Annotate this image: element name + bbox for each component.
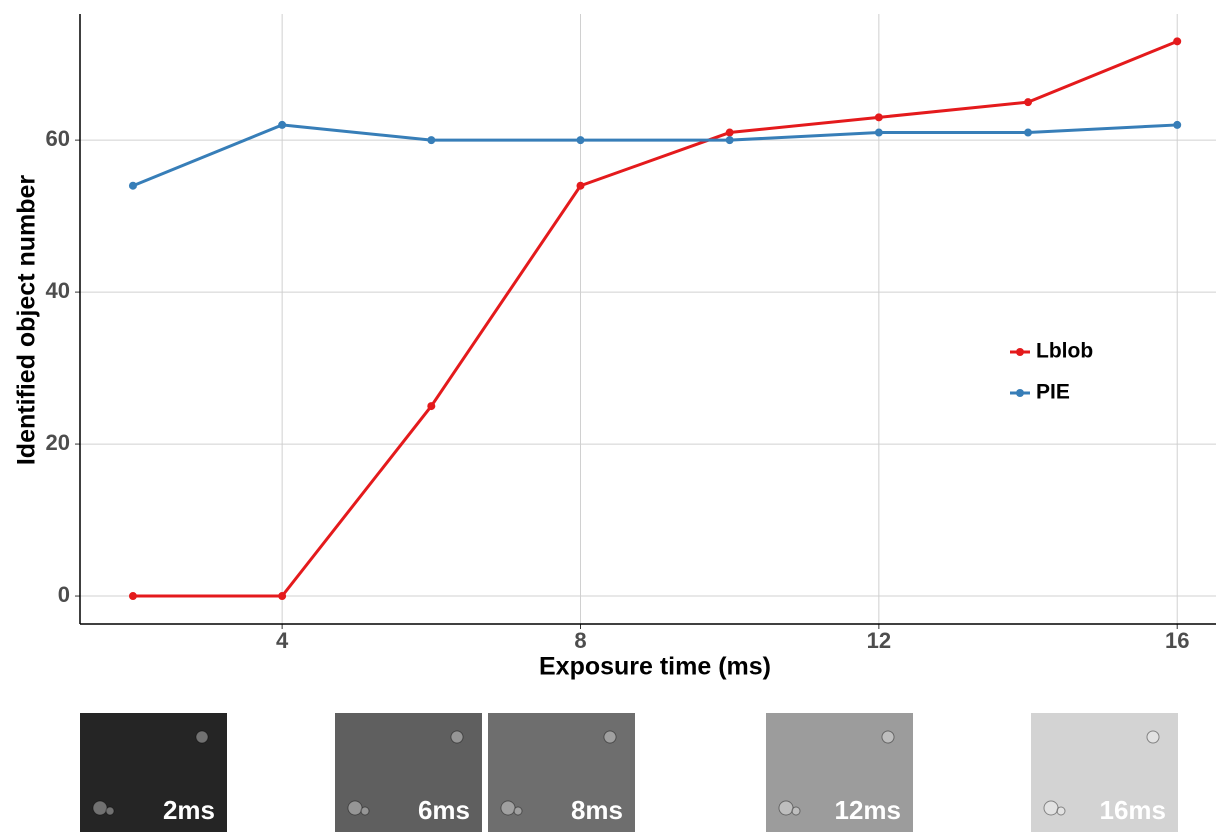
- legend-label: PIE: [1036, 381, 1070, 404]
- data-point: [1173, 121, 1181, 129]
- x-tick-label: 8: [574, 628, 586, 653]
- thumbnail: 12ms: [766, 713, 913, 832]
- thumbnail: 8ms: [488, 713, 635, 832]
- x-axis-title: Exposure time (ms): [539, 653, 771, 681]
- particle: [361, 807, 369, 815]
- particle: [792, 807, 800, 815]
- data-point: [875, 129, 883, 137]
- data-point: [576, 182, 584, 190]
- data-point: [129, 592, 137, 600]
- data-point: [875, 113, 883, 121]
- particle: [779, 801, 793, 815]
- x-tick-label: 16: [1165, 628, 1189, 653]
- particle: [1044, 801, 1058, 815]
- particle: [93, 801, 107, 815]
- data-point: [1173, 37, 1181, 45]
- thumbnail-label: 12ms: [835, 795, 902, 825]
- thumbnail-label: 2ms: [163, 795, 215, 825]
- particle: [501, 801, 515, 815]
- y-axis-title: Identified object number: [13, 175, 41, 466]
- particle: [1147, 731, 1159, 743]
- y-tick-label: 20: [46, 430, 70, 455]
- thumbnail: 6ms: [335, 713, 482, 832]
- legend-label: Lblob: [1036, 340, 1093, 363]
- y-tick-label: 0: [58, 582, 70, 607]
- data-point: [726, 136, 734, 144]
- data-point: [129, 182, 137, 190]
- legend-swatch-dot: [1016, 389, 1024, 397]
- thumbnail: 16ms: [1031, 713, 1178, 832]
- data-point: [1024, 129, 1032, 137]
- particle: [1057, 807, 1065, 815]
- particle: [348, 801, 362, 815]
- x-tick-label: 12: [867, 628, 891, 653]
- page: Exposure time (ms) Identified object num…: [0, 0, 1216, 832]
- legend-swatch-dot: [1016, 348, 1024, 356]
- data-point: [1024, 98, 1032, 106]
- data-point: [278, 121, 286, 129]
- data-point: [427, 136, 435, 144]
- chart: Exposure time (ms) Identified object num…: [0, 0, 1216, 832]
- x-tick-label: 4: [276, 628, 289, 653]
- thumbnail: 2ms: [80, 713, 227, 832]
- particle: [604, 731, 616, 743]
- data-point: [576, 136, 584, 144]
- data-point: [726, 129, 734, 137]
- particle: [514, 807, 522, 815]
- thumbnail-label: 6ms: [418, 795, 470, 825]
- data-point: [427, 402, 435, 410]
- thumbnail-label: 8ms: [571, 795, 623, 825]
- y-tick-label: 40: [46, 278, 70, 303]
- thumbnail-label: 16ms: [1100, 795, 1167, 825]
- particle: [451, 731, 463, 743]
- particle: [196, 731, 208, 743]
- y-tick-label: 60: [46, 126, 70, 151]
- series-line: [133, 125, 1177, 186]
- particle: [882, 731, 894, 743]
- data-point: [278, 592, 286, 600]
- particle: [106, 807, 114, 815]
